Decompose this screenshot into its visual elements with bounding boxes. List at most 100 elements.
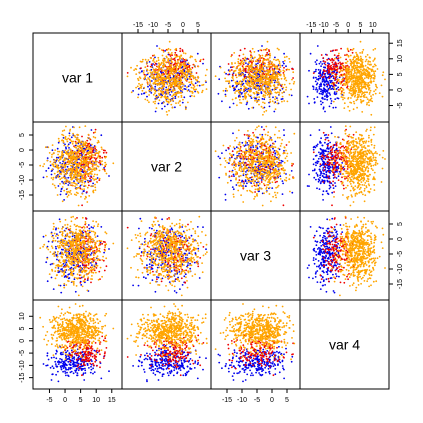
data-point xyxy=(169,48,172,51)
data-point xyxy=(96,181,99,184)
data-point xyxy=(193,64,196,66)
data-point xyxy=(349,54,352,57)
data-point xyxy=(232,102,235,105)
data-point xyxy=(167,101,170,104)
data-point xyxy=(261,56,264,59)
data-point xyxy=(61,130,64,132)
data-point xyxy=(263,170,265,173)
data-point xyxy=(171,52,173,54)
data-point xyxy=(244,59,247,62)
data-point xyxy=(141,83,144,86)
data-point xyxy=(242,183,245,185)
data-point xyxy=(51,183,54,186)
data-point xyxy=(155,107,158,109)
data-point xyxy=(144,58,147,61)
data-point xyxy=(165,111,168,113)
data-point xyxy=(176,74,179,76)
data-point xyxy=(46,175,48,178)
data-point xyxy=(251,47,254,50)
data-point xyxy=(342,67,345,69)
data-point xyxy=(83,169,86,172)
data-point xyxy=(99,155,101,158)
data-point xyxy=(358,62,360,64)
data-point xyxy=(245,65,247,68)
data-point xyxy=(80,160,83,163)
data-point xyxy=(181,61,184,64)
data-point xyxy=(369,78,372,80)
data-point xyxy=(214,150,217,153)
data-point xyxy=(172,97,175,100)
data-point xyxy=(175,91,178,94)
data-point xyxy=(321,73,324,76)
data-point xyxy=(255,79,257,82)
data-point xyxy=(232,79,235,82)
data-point xyxy=(380,84,383,87)
data-point xyxy=(364,83,367,86)
data-point xyxy=(190,86,193,89)
data-point xyxy=(320,65,322,67)
data-point xyxy=(266,169,268,172)
data-point xyxy=(273,143,275,145)
data-point xyxy=(259,71,262,74)
data-point xyxy=(264,82,266,85)
data-point xyxy=(333,84,335,87)
data-point xyxy=(63,173,66,176)
data-point xyxy=(271,155,273,158)
data-point xyxy=(163,85,166,88)
data-point xyxy=(354,80,357,83)
data-point xyxy=(239,182,242,184)
data-point xyxy=(281,98,284,100)
data-point xyxy=(268,147,271,150)
data-point xyxy=(235,171,238,173)
data-point xyxy=(262,164,264,167)
data-point xyxy=(180,94,183,97)
data-point xyxy=(179,77,182,80)
data-point xyxy=(276,75,279,78)
data-point xyxy=(183,88,186,90)
data-point xyxy=(272,156,275,158)
data-point xyxy=(283,59,286,62)
data-point xyxy=(250,146,252,149)
data-point xyxy=(272,96,274,99)
data-point xyxy=(81,179,84,182)
data-point xyxy=(291,162,293,165)
data-point xyxy=(179,80,182,83)
data-point xyxy=(61,186,64,188)
data-point xyxy=(155,98,158,100)
data-point xyxy=(254,85,256,88)
data-point xyxy=(252,57,255,60)
data-point xyxy=(248,134,251,137)
data-point xyxy=(81,193,84,195)
data-point xyxy=(327,62,329,64)
data-point xyxy=(238,98,241,101)
data-point xyxy=(78,126,81,129)
data-point xyxy=(242,180,245,183)
data-point xyxy=(292,82,295,85)
data-point xyxy=(245,96,247,99)
data-point xyxy=(248,161,251,163)
data-point xyxy=(155,83,158,85)
data-point xyxy=(356,93,359,96)
data-point xyxy=(185,65,187,68)
data-point xyxy=(259,170,262,173)
data-point xyxy=(168,63,171,66)
data-point xyxy=(349,48,352,51)
data-point xyxy=(88,195,91,197)
data-point xyxy=(357,58,359,61)
data-point xyxy=(147,59,150,61)
data-point xyxy=(226,161,229,164)
data-point xyxy=(156,74,158,77)
data-point xyxy=(353,55,356,58)
data-point xyxy=(254,175,257,178)
data-point xyxy=(321,76,324,79)
data-point xyxy=(242,172,245,175)
data-point xyxy=(372,74,374,76)
data-point xyxy=(57,185,60,187)
data-point xyxy=(372,60,375,62)
data-point xyxy=(61,155,64,158)
data-point xyxy=(74,170,76,173)
data-point xyxy=(98,169,101,172)
data-point xyxy=(268,105,271,108)
data-point xyxy=(360,60,362,63)
data-point xyxy=(309,52,312,55)
